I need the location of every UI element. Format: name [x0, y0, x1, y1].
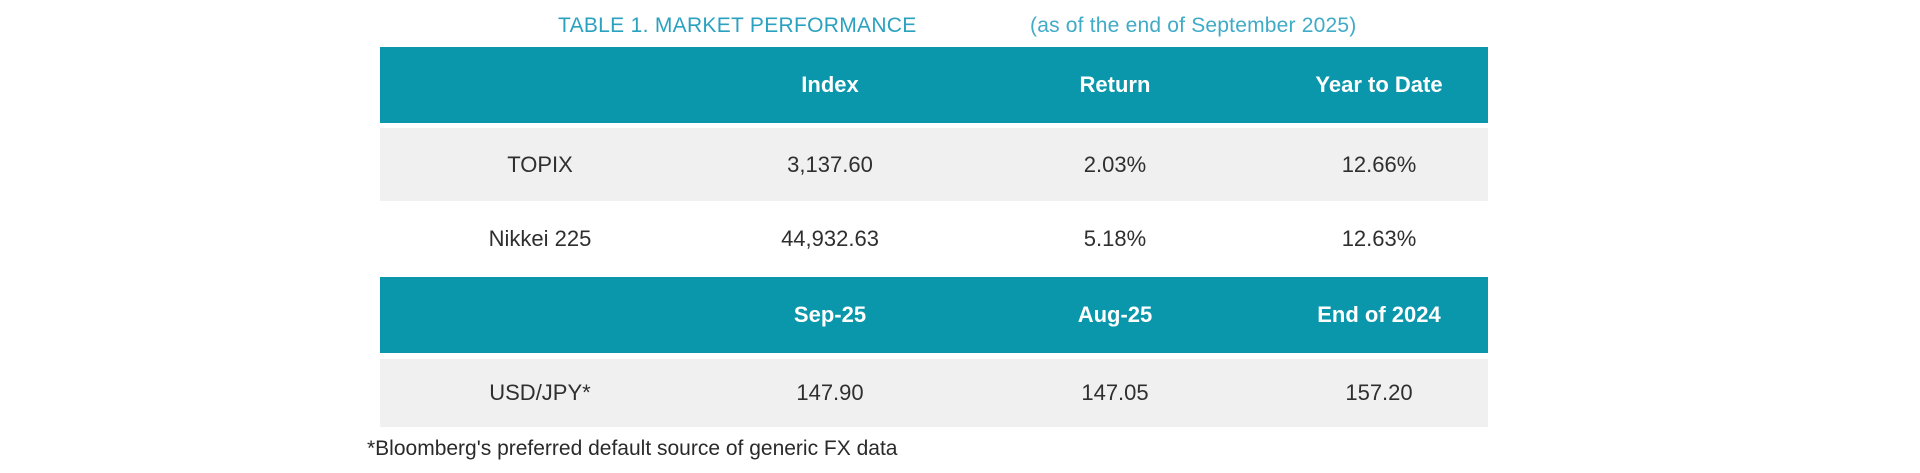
- cell-topix-ytd: 12.66%: [1341, 151, 1417, 177]
- cell-nikkei-return: 5.18%: [1083, 226, 1147, 251]
- cell-usdjpy-label: USD/JPY*: [489, 380, 591, 405]
- row-divider: [380, 123, 1488, 128]
- cell-nikkei-label: Nikkei 225: [488, 226, 592, 251]
- market-performance-table: Index Return Year to Date TOPIX 3,137.60…: [380, 47, 1488, 427]
- header-cell-blank-1: [380, 47, 700, 123]
- table-row-topix: TOPIX 3,137.60 2.03% 12.66%: [380, 128, 1488, 201]
- cell-usdjpy-end2024: 157.20: [1345, 380, 1413, 405]
- cell-usdjpy-aug25: 147.05: [1081, 380, 1149, 405]
- header-cell-sep-25: Sep-25: [793, 302, 867, 327]
- cell-topix-index: 3,137.60: [787, 151, 873, 177]
- index-header-row: Index Return Year to Date: [380, 47, 1488, 123]
- cell-usdjpy-sep25: 147.90: [796, 380, 864, 405]
- cell-nikkei-ytd: 12.63%: [1341, 226, 1417, 251]
- cell-topix-label: TOPIX: [507, 151, 573, 177]
- table-row-usdjpy: USD/JPY* 147.90 147.05 157.20: [380, 359, 1488, 427]
- fx-header-row: Sep-25 Aug-25 End of 2024: [380, 277, 1488, 353]
- table-row-nikkei: Nikkei 225 44,932.63 5.18% 12.63%: [380, 201, 1488, 277]
- row-divider: [380, 353, 1488, 359]
- header-cell-end-of-2024: End of 2024: [1317, 302, 1441, 327]
- header-cell-return: Return: [1079, 72, 1151, 97]
- header-cell-index: Index: [801, 72, 859, 97]
- header-cell-year-to-date: Year to Date: [1315, 72, 1443, 97]
- cell-nikkei-index: 44,932.63: [781, 226, 879, 251]
- header-cell-aug-25: Aug-25: [1077, 302, 1153, 327]
- table-title-main: TABLE 1. MARKET PERFORMANCE: [558, 14, 917, 37]
- header-cell-blank-2: [380, 277, 700, 353]
- footnote: *Bloomberg's preferred default source of…: [367, 437, 898, 460]
- cell-topix-return: 2.03%: [1083, 151, 1147, 177]
- table-title-subtitle: (as of the end of September 2025): [1030, 14, 1357, 37]
- table-title: TABLE 1. MARKET PERFORMANCE (as of the e…: [0, 12, 1920, 42]
